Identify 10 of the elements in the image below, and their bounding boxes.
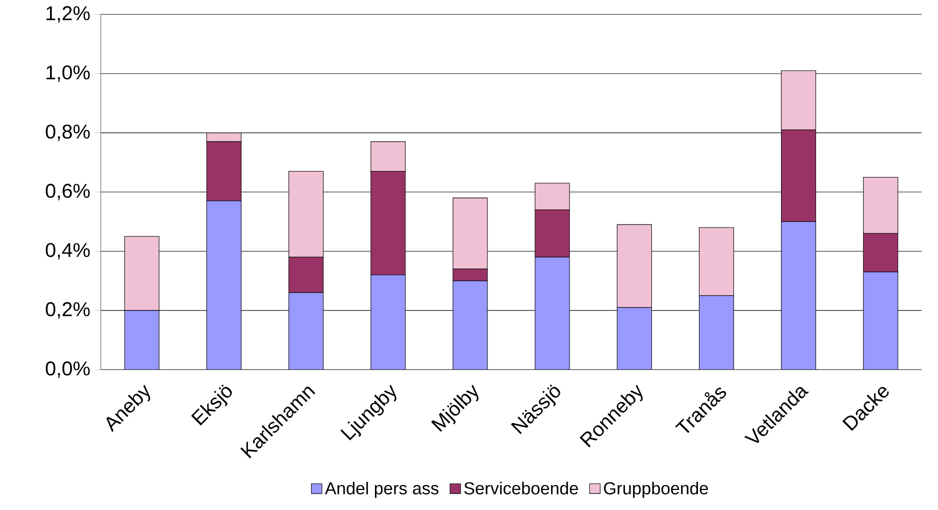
y-tick-label: 0,2% bbox=[46, 302, 90, 319]
y-tick-label: 0,8% bbox=[46, 124, 90, 142]
y-tick-label: 0,0% bbox=[46, 361, 90, 378]
legend-label: Serviceboende bbox=[464, 482, 578, 495]
y-tick-label: 0,6% bbox=[46, 184, 90, 200]
legend-label: Gruppboende bbox=[604, 482, 708, 498]
y-tick-label: 1,2% bbox=[46, 6, 90, 23]
legend-label: Andel pers ass bbox=[324, 482, 438, 498]
y-tick-label: 1,0% bbox=[46, 65, 90, 82]
y-tick-label: 0,4% bbox=[46, 243, 90, 260]
